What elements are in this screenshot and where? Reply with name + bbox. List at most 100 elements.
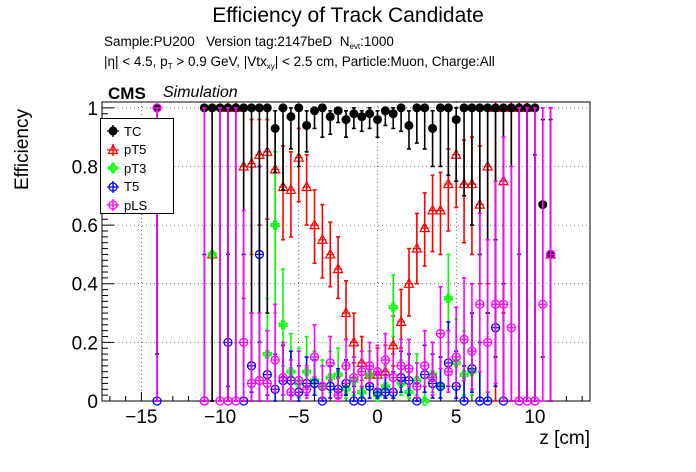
pt3-marker [357, 387, 367, 397]
x-tick-label: 5 [451, 407, 462, 428]
pls-marker [483, 337, 493, 348]
tc-marker [317, 103, 327, 113]
legend-swatch [107, 143, 119, 156]
pt3-marker [333, 370, 343, 380]
pls-marker [317, 381, 328, 391]
pls-marker [388, 372, 398, 383]
pt3-marker [325, 372, 335, 383]
tc-marker [404, 120, 414, 130]
legend-entry-pt3: pT3 [105, 159, 146, 177]
chart-title: Efficiency of Track Candidate [212, 4, 484, 27]
y-tick-label: 0 [87, 392, 98, 413]
legend-entry-t5: T5 [105, 178, 139, 196]
tc-marker [506, 103, 516, 113]
legend-swatch [107, 125, 119, 137]
pls-marker [427, 372, 438, 383]
pls-marker [396, 361, 406, 371]
legend-swatch [107, 162, 119, 174]
pls-marker [506, 323, 516, 333]
legend-swatch [107, 180, 119, 193]
pls-marker [294, 375, 304, 386]
tc-marker [396, 103, 406, 113]
t5-marker [108, 181, 118, 192]
pls-marker [325, 358, 335, 368]
tc-marker [325, 112, 335, 122]
pt5-marker [411, 242, 423, 253]
t5-marker [459, 396, 469, 406]
legend-swatch [107, 199, 119, 211]
pls-marker [364, 361, 375, 371]
eta-cut: |η| < 4.5, p [104, 54, 168, 69]
pls-marker [199, 396, 209, 406]
pt3-marker [207, 249, 217, 260]
pls-marker [443, 367, 453, 377]
pt3-marker [443, 293, 453, 304]
tc-marker [388, 109, 398, 119]
pt5-marker [340, 306, 352, 318]
pls-marker [538, 299, 548, 309]
t5-marker [309, 378, 320, 389]
legend-label: pLS [124, 197, 148, 213]
pls-marker [349, 372, 359, 383]
pt3-marker [365, 370, 375, 380]
pls-marker [498, 299, 509, 309]
tc-marker [443, 103, 453, 113]
pt5-marker [434, 204, 446, 215]
pls-marker [286, 387, 296, 397]
series-pls [152, 103, 556, 406]
legend: TC pT5 pT3 T5 pLS [100, 118, 174, 214]
y-tick-label: 0.4 [72, 275, 99, 296]
pls-marker [404, 364, 414, 374]
legend-label: pT5 [124, 142, 147, 157]
pt3-marker [467, 367, 477, 377]
tc-marker [357, 112, 367, 122]
tc-marker [239, 103, 249, 113]
pt5-marker [427, 204, 439, 215]
pt5-marker [301, 180, 313, 192]
pt5-marker [419, 221, 431, 233]
pls-marker [301, 384, 312, 394]
tc-marker [475, 103, 485, 113]
pls-marker [254, 375, 265, 386]
pls-marker [420, 361, 430, 371]
tc-marker [365, 109, 375, 119]
pls-marker [372, 367, 383, 377]
pls-marker [152, 103, 162, 113]
pt5-marker [309, 218, 321, 230]
x-tick-label: −15 [125, 407, 157, 428]
pls-marker [333, 390, 343, 400]
t5-marker [435, 381, 446, 391]
pls-marker [270, 355, 280, 365]
pt3-marker [286, 367, 296, 377]
y-axis-label: Efficiency [12, 109, 33, 190]
pls-marker [108, 200, 118, 210]
pt5-marker [316, 233, 328, 244]
tc-marker [428, 123, 438, 133]
tc-marker [294, 103, 304, 113]
version-label: Version tag:2147beD [206, 34, 333, 49]
sample-label: Sample:PU200 [104, 34, 195, 49]
vtx-subscript: xy [266, 62, 275, 71]
pls-marker [435, 328, 446, 339]
tc-marker [435, 103, 445, 113]
tc-marker [310, 106, 320, 116]
pls-marker [530, 396, 540, 406]
tc-marker [262, 103, 272, 113]
tc-marker [412, 103, 422, 113]
pls-marker [239, 337, 249, 348]
x-tick-label: 10 [524, 407, 545, 428]
tc-marker [467, 103, 477, 113]
particle-charge-cut: | < 2.5 cm, Particle:Muon, Charge:All [274, 54, 495, 69]
legend-label: T5 [124, 179, 140, 194]
pt5-marker [348, 336, 360, 347]
pt3-marker [451, 358, 461, 368]
pls-marker [278, 372, 288, 383]
pt-subscript: T [167, 62, 173, 71]
pt5-marker [107, 143, 119, 154]
simulation-label: Simulation [163, 84, 238, 101]
tc-marker [341, 115, 351, 125]
tc-marker [278, 103, 288, 113]
pt5-marker [285, 183, 297, 195]
pls-marker [451, 352, 461, 362]
pls-marker [412, 381, 422, 391]
